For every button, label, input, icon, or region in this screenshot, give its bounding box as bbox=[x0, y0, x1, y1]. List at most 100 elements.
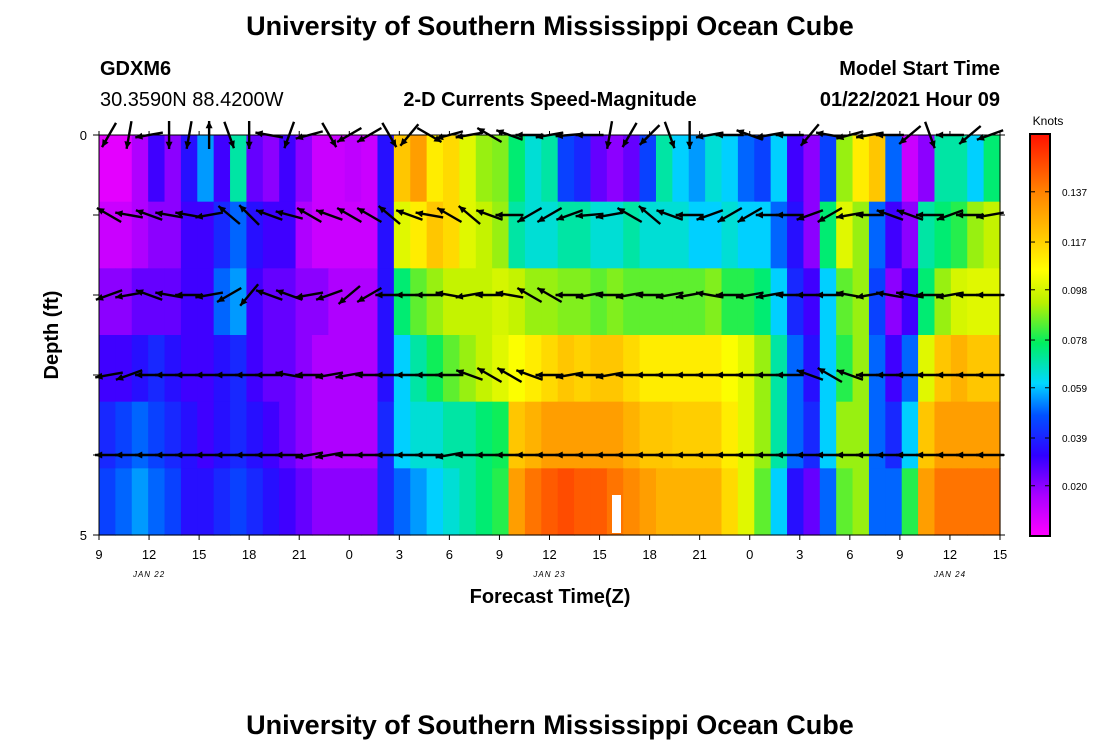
heatmap-cell bbox=[557, 468, 575, 536]
heatmap-cell bbox=[164, 401, 182, 469]
heatmap-cell bbox=[868, 201, 886, 269]
x-tick-label: 3 bbox=[796, 547, 803, 562]
current-vector bbox=[415, 291, 444, 299]
current-vector bbox=[275, 209, 304, 220]
heatmap-cell bbox=[590, 201, 608, 269]
colorbar-tick-label: 0.117 bbox=[1062, 238, 1087, 249]
heatmap-cell bbox=[901, 201, 919, 269]
heatmap-cell bbox=[180, 335, 198, 403]
current-vector bbox=[195, 291, 224, 300]
heatmap-cell bbox=[836, 335, 854, 403]
heatmap-cell bbox=[819, 401, 837, 469]
heatmap-cell bbox=[426, 268, 444, 336]
heatmap-cell bbox=[737, 135, 755, 203]
current-vector bbox=[336, 206, 363, 224]
heatmap-cell bbox=[443, 268, 460, 336]
heatmap-cell bbox=[524, 468, 542, 536]
current-vector bbox=[716, 206, 743, 224]
heatmap-cell bbox=[148, 335, 166, 403]
current-vector bbox=[655, 291, 684, 300]
current-vector bbox=[495, 290, 524, 299]
heatmap-cell bbox=[377, 268, 395, 336]
heatmap-cell bbox=[885, 401, 903, 469]
current-vector bbox=[495, 211, 524, 219]
current-vector bbox=[255, 371, 284, 379]
heatmap-cell bbox=[803, 468, 821, 536]
heatmap-cell bbox=[705, 335, 723, 403]
heatmap-cell bbox=[967, 335, 985, 403]
x-tick-label: 21 bbox=[292, 547, 306, 562]
heatmap-cell bbox=[377, 335, 395, 403]
current-vector bbox=[195, 211, 224, 220]
current-vector bbox=[638, 205, 662, 225]
heatmap-cell bbox=[344, 201, 362, 269]
heatmap-cell bbox=[901, 268, 919, 336]
heatmap-cell bbox=[639, 268, 657, 336]
heatmap-cell bbox=[328, 335, 346, 403]
current-vector bbox=[915, 211, 944, 219]
heatmap-cell bbox=[606, 135, 624, 203]
heatmap-cell bbox=[574, 135, 592, 203]
colorbar-ticks: 0.137 0.117 0.098 0.078 0.059 0.039 0.020 bbox=[1030, 188, 1087, 493]
heatmap-cell bbox=[99, 268, 116, 336]
current-vector bbox=[836, 369, 864, 381]
current-vector bbox=[915, 291, 944, 299]
heatmap-cell bbox=[99, 401, 116, 469]
heatmap-cell bbox=[508, 468, 526, 536]
heatmap-cell bbox=[393, 201, 411, 269]
current-vector bbox=[735, 291, 764, 300]
heatmap-cell bbox=[770, 335, 788, 403]
current-vector bbox=[175, 291, 204, 299]
heatmap-cell bbox=[115, 468, 133, 536]
current-vector bbox=[315, 451, 344, 460]
heatmap-cell bbox=[262, 135, 280, 203]
heatmap-cell bbox=[279, 201, 297, 269]
heatmap-cell bbox=[737, 268, 755, 336]
current-vector bbox=[135, 289, 163, 301]
current-vector bbox=[435, 371, 464, 379]
heatmap-cell bbox=[705, 268, 723, 336]
heatmap-cell bbox=[885, 335, 903, 403]
heatmap-cell bbox=[328, 135, 346, 203]
heatmap-cell bbox=[508, 268, 526, 336]
heatmap-cell bbox=[541, 135, 559, 203]
colorbar-title: Knots bbox=[1033, 114, 1064, 128]
heatmap-cell bbox=[836, 201, 854, 269]
heatmap-cell bbox=[492, 268, 510, 336]
heatmap-cell bbox=[541, 401, 559, 469]
current-vector bbox=[555, 371, 584, 380]
current-vector bbox=[216, 286, 242, 304]
x-tick-label: 9 bbox=[496, 547, 503, 562]
heatmap-cell bbox=[311, 401, 329, 469]
x-axis-date-labels: JAN 22 JAN 23 JAN 24 bbox=[132, 570, 965, 579]
heatmap-cell bbox=[574, 401, 592, 469]
heatmap-cell bbox=[164, 201, 182, 269]
heatmap-cell bbox=[197, 401, 215, 469]
heatmap-cell bbox=[393, 135, 411, 203]
current-vector bbox=[115, 291, 144, 300]
heatmap-cell bbox=[787, 468, 805, 536]
heatmap-cell bbox=[934, 135, 952, 203]
current-vector bbox=[415, 451, 444, 459]
heatmap-cell bbox=[852, 468, 870, 536]
x-tick-label: 3 bbox=[396, 547, 403, 562]
heatmap-cell bbox=[623, 401, 641, 469]
heatmap-cell bbox=[475, 268, 493, 336]
heatmap-cell bbox=[295, 268, 313, 336]
current-vector bbox=[595, 211, 624, 220]
heatmap-cell bbox=[918, 135, 936, 203]
heatmap-cell bbox=[574, 201, 592, 269]
heatmap-cell bbox=[983, 135, 1001, 203]
heatmap-cell bbox=[361, 401, 379, 469]
heatmap-cell bbox=[393, 401, 411, 469]
heatmap-cell bbox=[787, 268, 805, 336]
heatmap-cell bbox=[639, 135, 657, 203]
heatmap-cell bbox=[508, 201, 526, 269]
heatmap-cell bbox=[737, 468, 755, 536]
y-axis-ticks: 05 bbox=[80, 128, 1005, 543]
heatmap-cell bbox=[508, 335, 526, 403]
heatmap-cell bbox=[443, 401, 460, 469]
heatmap-cell bbox=[639, 335, 657, 403]
heatmap-cell bbox=[721, 268, 739, 336]
heatmap-cell bbox=[868, 401, 886, 469]
